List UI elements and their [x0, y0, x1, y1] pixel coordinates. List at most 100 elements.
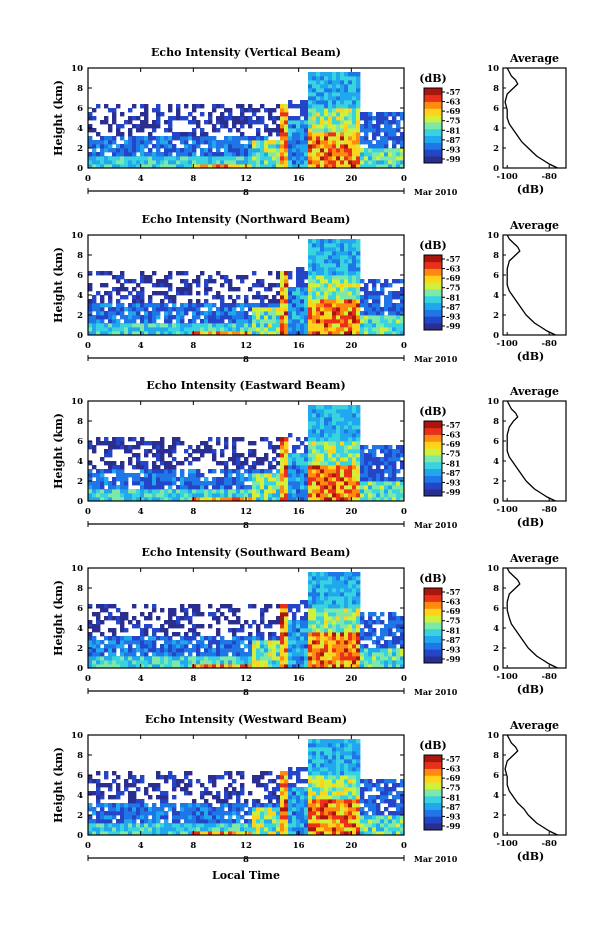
heatmap-cell: [244, 120, 248, 124]
heatmap-cell: [300, 319, 304, 323]
heatmap-cell: [272, 299, 276, 303]
heatmap-cell: [392, 116, 396, 120]
heatmap-cell: [324, 493, 328, 497]
heatmap-cell: [320, 239, 324, 243]
heatmap-cell: [268, 636, 272, 640]
heatmap-cell: [328, 588, 332, 592]
heatmap-cell: [284, 481, 288, 485]
heatmap-cell: [360, 152, 364, 156]
heatmap-cell: [224, 445, 228, 449]
heatmap-cell: [352, 413, 356, 417]
heatmap-cell: [88, 319, 92, 323]
profile-x-tick-label: -80: [542, 672, 557, 682]
heatmap-cell: [344, 291, 348, 295]
heatmap-cell: [220, 303, 224, 307]
heatmap-cell: [348, 291, 352, 295]
heatmap-cell: [100, 156, 104, 160]
heatmap-cell: [324, 327, 328, 331]
heatmap-cell: [364, 160, 368, 164]
heatmap-cell: [376, 279, 380, 283]
heatmap-cell: [224, 116, 228, 120]
heatmap-cell: [364, 315, 368, 319]
heatmap-cell: [168, 128, 172, 132]
heatmap-cell: [268, 485, 272, 489]
heatmap-cell: [96, 823, 100, 827]
heatmap-cell: [384, 453, 388, 457]
heatmap-cell: [332, 80, 336, 84]
heatmap-cell: [192, 315, 196, 319]
heatmap-cell: [288, 485, 292, 489]
heatmap-cell: [352, 580, 356, 584]
heatmap-cell: [196, 311, 200, 315]
heatmap-cell: [280, 128, 284, 132]
heatmap-cell: [380, 477, 384, 481]
heatmap-cell: [332, 580, 336, 584]
heatmap-cell: [340, 588, 344, 592]
heatmap-cell: [112, 441, 116, 445]
heatmap-cell: [348, 112, 352, 116]
heatmap-cell: [152, 644, 156, 648]
heatmap-cell: [216, 311, 220, 315]
heatmap-cell: [156, 473, 160, 477]
heatmap-cell: [144, 604, 148, 608]
heatmap-cell: [228, 457, 232, 461]
heatmap-cell: [188, 136, 192, 140]
x-tick-label: 12: [240, 174, 252, 184]
heatmap-cell: [228, 473, 232, 477]
heatmap-cell: [176, 315, 180, 319]
heatmap-cell: [156, 652, 160, 656]
heatmap-cell: [264, 156, 268, 160]
heatmap-cell: [332, 72, 336, 76]
heatmap-cell: [252, 160, 256, 164]
heatmap-cell: [156, 485, 160, 489]
heatmap-cell: [216, 656, 220, 660]
heatmap-cell: [340, 413, 344, 417]
heatmap-cell: [184, 311, 188, 315]
heatmap-cell: [252, 449, 256, 453]
heatmap-cell: [264, 128, 268, 132]
heatmap-cell: [112, 640, 116, 644]
heatmap-cell: [156, 441, 160, 445]
heatmap-cell: [348, 640, 352, 644]
heatmap-cell: [332, 425, 336, 429]
colorbar-tick-label: -75: [446, 283, 460, 293]
heatmap-cell: [232, 140, 236, 144]
heatmap-cell: [140, 640, 144, 644]
heatmap-cell: [288, 644, 292, 648]
heatmap-cell: [132, 807, 136, 811]
heatmap-cell: [380, 287, 384, 291]
heatmap-cell: [144, 319, 148, 323]
heatmap-cell: [112, 827, 116, 831]
heatmap-cell: [172, 807, 176, 811]
heatmap-cell: [316, 481, 320, 485]
heatmap-cell: [344, 457, 348, 461]
heatmap-cell: [128, 799, 132, 803]
heatmap-cell: [384, 283, 388, 287]
heatmap-cell: [340, 80, 344, 84]
heatmap-cell: [164, 636, 168, 640]
heatmap-cell: [196, 640, 200, 644]
heatmap-cell: [348, 156, 352, 160]
heatmap-cell: [136, 779, 140, 783]
colorbar-swatch: [424, 435, 442, 442]
heatmap-cell: [224, 648, 228, 652]
heatmap-cell: [392, 311, 396, 315]
heatmap-cell: [336, 421, 340, 425]
heatmap-cell: [308, 275, 312, 279]
heatmap-cell: [320, 445, 324, 449]
profile-y-tick-label: 4: [493, 291, 499, 301]
heatmap-cell: [88, 112, 92, 116]
heatmap-cell: [304, 140, 308, 144]
colorbar-tick-label: -63: [446, 597, 461, 607]
heatmap-cell: [220, 652, 224, 656]
heatmap-cell: [360, 481, 364, 485]
heatmap-cell: [296, 267, 300, 271]
heatmap-cell: [96, 437, 100, 441]
heatmap-cell: [324, 92, 328, 96]
heatmap-cell: [324, 243, 328, 247]
heatmap-cell: [140, 612, 144, 616]
heatmap-cell: [132, 287, 136, 291]
heatmap-cell: [352, 409, 356, 413]
heatmap-cell: [332, 409, 336, 413]
heatmap-cell: [232, 136, 236, 140]
